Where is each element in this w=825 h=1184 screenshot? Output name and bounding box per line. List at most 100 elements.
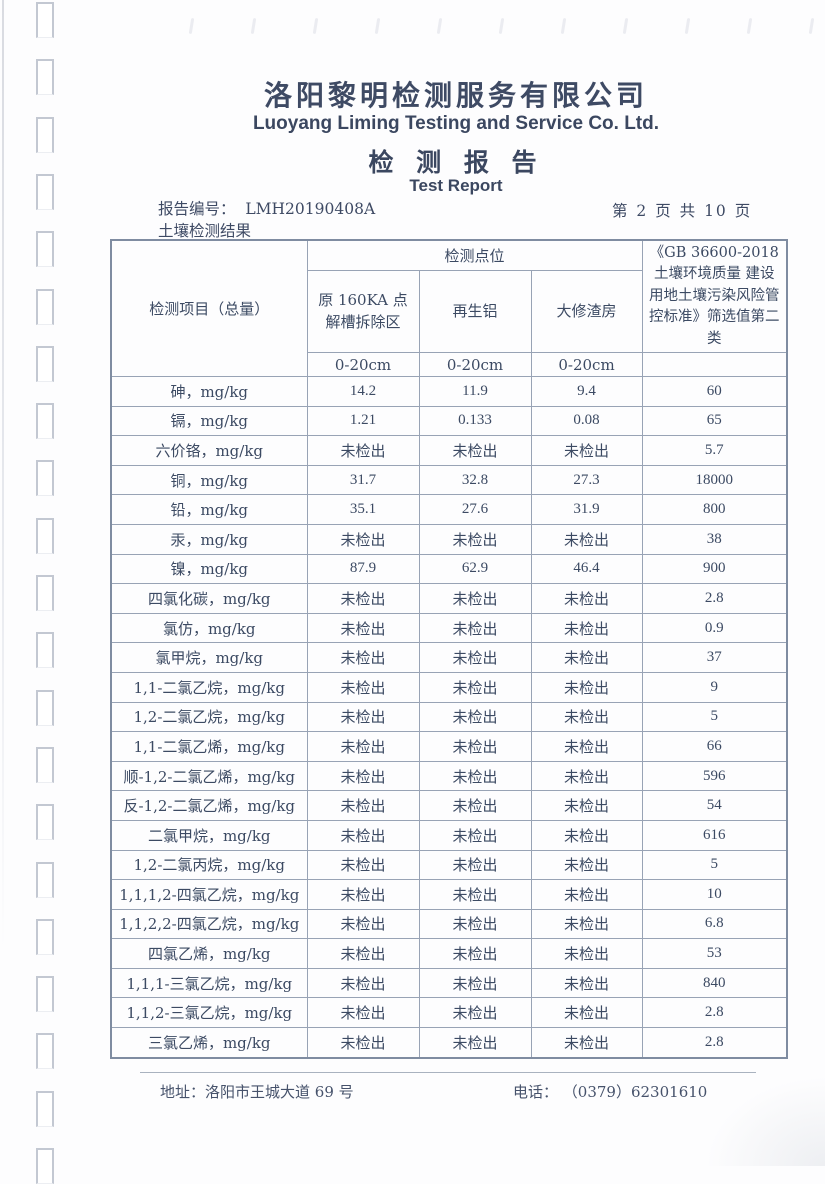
table-row: 汞，mg/kg 未检出 未检出 未检出 38	[110, 523, 788, 555]
results-table: 检测项目（总量） 检测点位 《GB 36600-2018 土壤环境质量 建设用地…	[110, 239, 789, 1059]
binding-hole	[36, 345, 54, 382]
scan-artifact-mark	[250, 17, 257, 35]
footer-phone-value: （0379）62301610	[562, 1083, 708, 1101]
result-value: 未检出	[418, 523, 532, 555]
column-header-sample-3: 大修渣房	[530, 270, 643, 353]
table-row: 铅，mg/kg 35.1 27.6 31.9 800	[110, 494, 788, 525]
section-title: 土壤检测结果	[158, 222, 252, 240]
analyte-label: 汞，mg/kg	[110, 523, 308, 555]
scan-artifact-mark	[498, 17, 505, 35]
binding-hole	[36, 1033, 54, 1070]
result-value: 未检出	[530, 997, 643, 1029]
result-value: 未检出	[306, 879, 420, 910]
analyte-label: 1,1,2,2-四氯乙烷，mg/kg	[110, 908, 308, 940]
result-value: 未检出	[530, 1027, 643, 1059]
result-value: 未检出	[418, 967, 532, 999]
limit-value: 38	[641, 523, 788, 555]
table-header-row-3: 0-20cm 0-20cm 0-20cm	[111, 352, 788, 377]
result-value: 未检出	[306, 908, 420, 940]
limit-value: 616	[641, 819, 788, 851]
limit-value: 840	[641, 967, 788, 999]
binding-hole	[36, 976, 54, 1013]
result-value: 未检出	[418, 908, 532, 940]
result-value: 未检出	[418, 701, 532, 733]
analyte-label: 顺-1,2-二氯乙烯，mg/kg	[110, 760, 308, 792]
result-value: 27.3	[530, 464, 643, 496]
result-value: 未检出	[530, 967, 643, 999]
result-value: 未检出	[306, 938, 420, 969]
binding-hole	[36, 1090, 54, 1127]
footer-address-label: 地址：	[160, 1083, 206, 1101]
result-value: 31.7	[306, 464, 420, 496]
analyte-label: 三氯乙烯，mg/kg	[110, 1027, 308, 1059]
scan-artifact-mark	[560, 17, 567, 35]
table-header-row-1: 检测项目（总量） 检测点位 《GB 36600-2018 土壤环境质量 建设用地…	[110, 239, 788, 377]
table-row: 1,1,1,2-四氯乙烷，mg/kg 未检出 未检出 未检出 10	[110, 879, 788, 910]
limit-value: 10	[641, 879, 788, 910]
binding-hole	[36, 116, 54, 153]
result-value: 未检出	[418, 997, 532, 1029]
result-value: 未检出	[418, 790, 532, 821]
report-number-label: 报告编号：	[158, 200, 236, 218]
analyte-label: 氯仿，mg/kg	[110, 612, 308, 644]
result-value: 32.8	[418, 464, 532, 496]
company-name-cn: 洛阳黎明检测服务有限公司	[263, 79, 648, 112]
result-value: 未检出	[306, 790, 420, 821]
result-value: 未检出	[306, 760, 420, 792]
table-row: 镉，mg/kg 1.21 0.133 0.08 65	[110, 405, 788, 437]
scan-artifact-mark	[312, 17, 319, 35]
scan-artifact-mark	[808, 17, 815, 35]
binding-hole	[36, 632, 54, 669]
result-value: 未检出	[530, 612, 643, 644]
table-row: 二氯甲烷，mg/kg 未检出 未检出 未检出 616	[110, 819, 788, 851]
analyte-label: 反-1,2-二氯乙烯，mg/kg	[110, 790, 308, 821]
result-value: 未检出	[306, 967, 420, 999]
result-value: 未检出	[418, 642, 532, 673]
result-value: 未检出	[530, 760, 643, 792]
result-value: 未检出	[530, 523, 643, 555]
report-title-en: Test Report	[409, 176, 503, 195]
limit-value: 18000	[641, 464, 788, 496]
table-row: 1,2-二氯乙烷，mg/kg 未检出 未检出 未检出 5	[110, 701, 788, 733]
binding-hole	[36, 1148, 54, 1184]
result-value: 31.9	[530, 494, 643, 525]
table-row: 1,2-二氯丙烷，mg/kg 未检出 未检出 未检出 5	[110, 849, 788, 881]
result-value: 未检出	[530, 849, 643, 881]
result-value: 87.9	[306, 553, 420, 585]
result-value: 未检出	[418, 435, 532, 466]
scan-artifact-mark	[622, 17, 629, 35]
analyte-label: 1,1-二氯乙烯，mg/kg	[110, 731, 308, 762]
result-value: 0.133	[418, 405, 532, 437]
limit-value: 5	[641, 849, 788, 881]
binding-hole	[36, 460, 54, 497]
limit-value: 5.7	[641, 435, 788, 466]
result-value: 27.6	[418, 494, 532, 525]
column-header-sample-1: 原 160KA 点解槽拆除区	[306, 270, 420, 353]
result-value: 未检出	[530, 790, 643, 821]
result-value: 未检出	[418, 1027, 532, 1059]
result-value: 未检出	[418, 819, 532, 851]
table-row: 三氯乙烯，mg/kg 未检出 未检出 未检出 2.8	[110, 1027, 788, 1059]
result-value: 46.4	[530, 553, 643, 585]
scan-artifact-mark	[684, 17, 691, 35]
limit-value: 9	[641, 671, 788, 703]
binding-hole	[36, 59, 54, 96]
column-header-standard-empty	[641, 352, 788, 377]
analyte-label: 四氯乙烯，mg/kg	[110, 938, 308, 969]
footer-address: 地址：洛阳市王城大道 69 号	[160, 1081, 354, 1102]
limit-value: 54	[641, 790, 788, 821]
table-row: 铜，mg/kg 31.7 32.8 27.3 18000	[110, 464, 788, 496]
binding-hole	[36, 804, 54, 841]
result-value: 未检出	[306, 523, 420, 555]
column-header-item: 检测项目（总量）	[110, 239, 308, 377]
table-row: 1,1,2-三氯乙烷，mg/kg 未检出 未检出 未检出 2.8	[110, 997, 788, 1029]
column-header-points-group: 检测点位	[306, 239, 643, 271]
table-row: 四氯乙烯，mg/kg 未检出 未检出 未检出 53	[110, 938, 788, 969]
binding-hole	[36, 231, 54, 268]
result-value: 未检出	[418, 612, 532, 644]
report-title-cn: 检 测 报 告	[368, 148, 544, 177]
column-header-depth-2: 0-20cm	[418, 352, 532, 377]
result-value: 未检出	[306, 819, 420, 851]
table-row: 镍，mg/kg 87.9 62.9 46.4 900	[110, 553, 788, 585]
result-value: 未检出	[418, 671, 532, 703]
